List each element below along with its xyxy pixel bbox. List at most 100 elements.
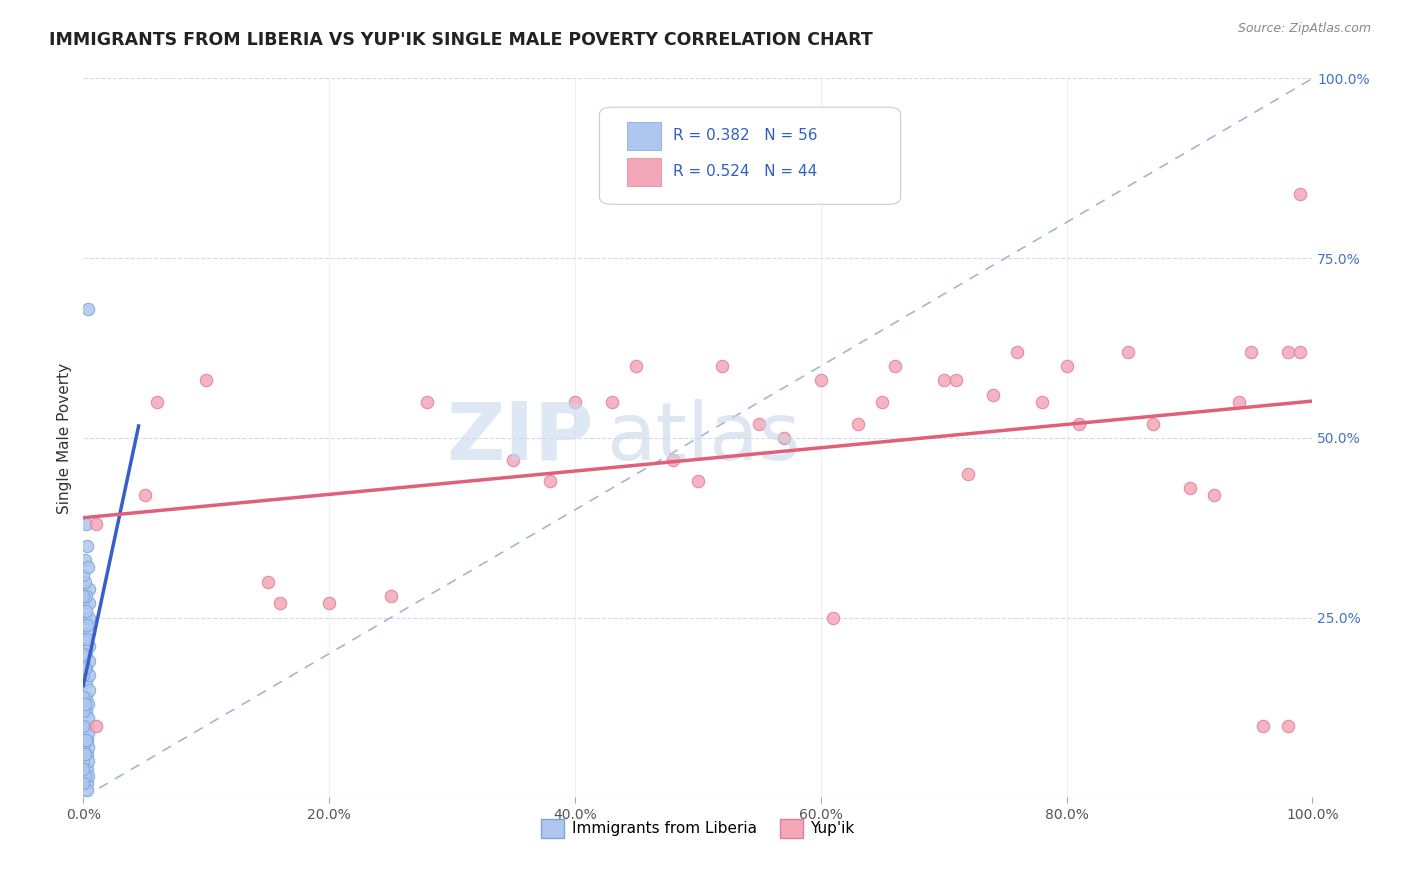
Point bbox=[77, 740, 100, 755]
Point bbox=[75, 603, 97, 617]
Point bbox=[76, 776, 98, 790]
Point bbox=[77, 711, 100, 725]
Point bbox=[538, 474, 561, 488]
Point bbox=[76, 618, 98, 632]
Point bbox=[72, 589, 94, 603]
Point bbox=[72, 632, 94, 647]
Point bbox=[84, 718, 107, 732]
Point bbox=[1277, 718, 1299, 732]
Text: R = 0.524   N = 44: R = 0.524 N = 44 bbox=[673, 164, 817, 179]
Point bbox=[75, 675, 97, 690]
Point bbox=[76, 762, 98, 776]
Point bbox=[711, 359, 734, 373]
Point bbox=[79, 668, 101, 682]
Point bbox=[76, 718, 98, 732]
Point bbox=[79, 582, 101, 596]
Point bbox=[1289, 344, 1312, 359]
Point bbox=[72, 690, 94, 704]
Text: IMMIGRANTS FROM LIBERIA VS YUP'IK SINGLE MALE POVERTY CORRELATION CHART: IMMIGRANTS FROM LIBERIA VS YUP'IK SINGLE… bbox=[49, 31, 873, 49]
Point bbox=[72, 567, 94, 582]
Point bbox=[686, 474, 709, 488]
Point bbox=[773, 431, 796, 445]
Point bbox=[76, 733, 98, 747]
Point bbox=[76, 747, 98, 762]
Point bbox=[75, 661, 97, 675]
Point bbox=[626, 359, 648, 373]
Point bbox=[416, 395, 439, 409]
Point bbox=[957, 467, 980, 481]
Point bbox=[73, 661, 96, 675]
Point bbox=[73, 574, 96, 589]
Point bbox=[75, 589, 97, 603]
Point bbox=[846, 417, 869, 431]
Point bbox=[77, 725, 100, 739]
Point bbox=[75, 733, 97, 747]
Point bbox=[256, 574, 278, 589]
Point bbox=[79, 654, 101, 668]
Point bbox=[1031, 395, 1053, 409]
Point bbox=[73, 769, 96, 783]
Text: Source: ZipAtlas.com: Source: ZipAtlas.com bbox=[1237, 22, 1371, 36]
Point bbox=[73, 632, 96, 647]
Point bbox=[502, 452, 524, 467]
Point bbox=[73, 733, 96, 747]
Point bbox=[195, 374, 218, 388]
Point bbox=[84, 517, 107, 532]
Point bbox=[73, 747, 96, 762]
Point bbox=[1204, 488, 1226, 502]
Point bbox=[72, 647, 94, 661]
Point bbox=[77, 697, 100, 711]
Point bbox=[870, 395, 893, 409]
Point bbox=[823, 610, 845, 624]
Point bbox=[380, 589, 402, 603]
Point bbox=[72, 776, 94, 790]
Point bbox=[1056, 359, 1078, 373]
Point bbox=[945, 374, 967, 388]
Point bbox=[318, 596, 340, 610]
Text: ZIP: ZIP bbox=[446, 399, 593, 477]
Legend: Immigrants from Liberia, Yup'ik: Immigrants from Liberia, Yup'ik bbox=[536, 813, 860, 844]
Point bbox=[932, 374, 955, 388]
Text: atlas: atlas bbox=[606, 399, 800, 477]
Point bbox=[73, 697, 96, 711]
Point bbox=[77, 301, 100, 316]
Point bbox=[1277, 344, 1299, 359]
Point bbox=[600, 395, 623, 409]
Point bbox=[134, 488, 156, 502]
Point bbox=[1240, 344, 1263, 359]
Text: R = 0.382   N = 56: R = 0.382 N = 56 bbox=[673, 128, 818, 144]
Point bbox=[72, 668, 94, 682]
Point bbox=[1007, 344, 1029, 359]
Point bbox=[79, 682, 101, 697]
Point bbox=[77, 769, 100, 783]
Point bbox=[72, 740, 94, 755]
Point bbox=[79, 625, 101, 640]
Point bbox=[1178, 481, 1201, 495]
Point bbox=[72, 762, 94, 776]
Point bbox=[72, 704, 94, 718]
Y-axis label: Single Male Poverty: Single Male Poverty bbox=[58, 362, 72, 514]
Point bbox=[1142, 417, 1164, 431]
Point bbox=[72, 718, 94, 732]
Point bbox=[75, 690, 97, 704]
Bar bbox=[627, 122, 661, 150]
Point bbox=[269, 596, 291, 610]
Bar bbox=[627, 158, 661, 186]
Point bbox=[1116, 344, 1139, 359]
Point bbox=[1251, 718, 1274, 732]
Point bbox=[72, 596, 94, 610]
Point bbox=[77, 560, 100, 574]
Point bbox=[73, 553, 96, 567]
Point bbox=[883, 359, 905, 373]
Point bbox=[1227, 395, 1250, 409]
Point bbox=[75, 517, 97, 532]
Point bbox=[1289, 186, 1312, 201]
FancyBboxPatch shape bbox=[599, 107, 901, 204]
Point bbox=[79, 596, 101, 610]
Point bbox=[810, 374, 832, 388]
Point bbox=[77, 755, 100, 769]
Point bbox=[564, 395, 586, 409]
Point bbox=[75, 647, 97, 661]
Point bbox=[1067, 417, 1090, 431]
Point bbox=[662, 452, 685, 467]
